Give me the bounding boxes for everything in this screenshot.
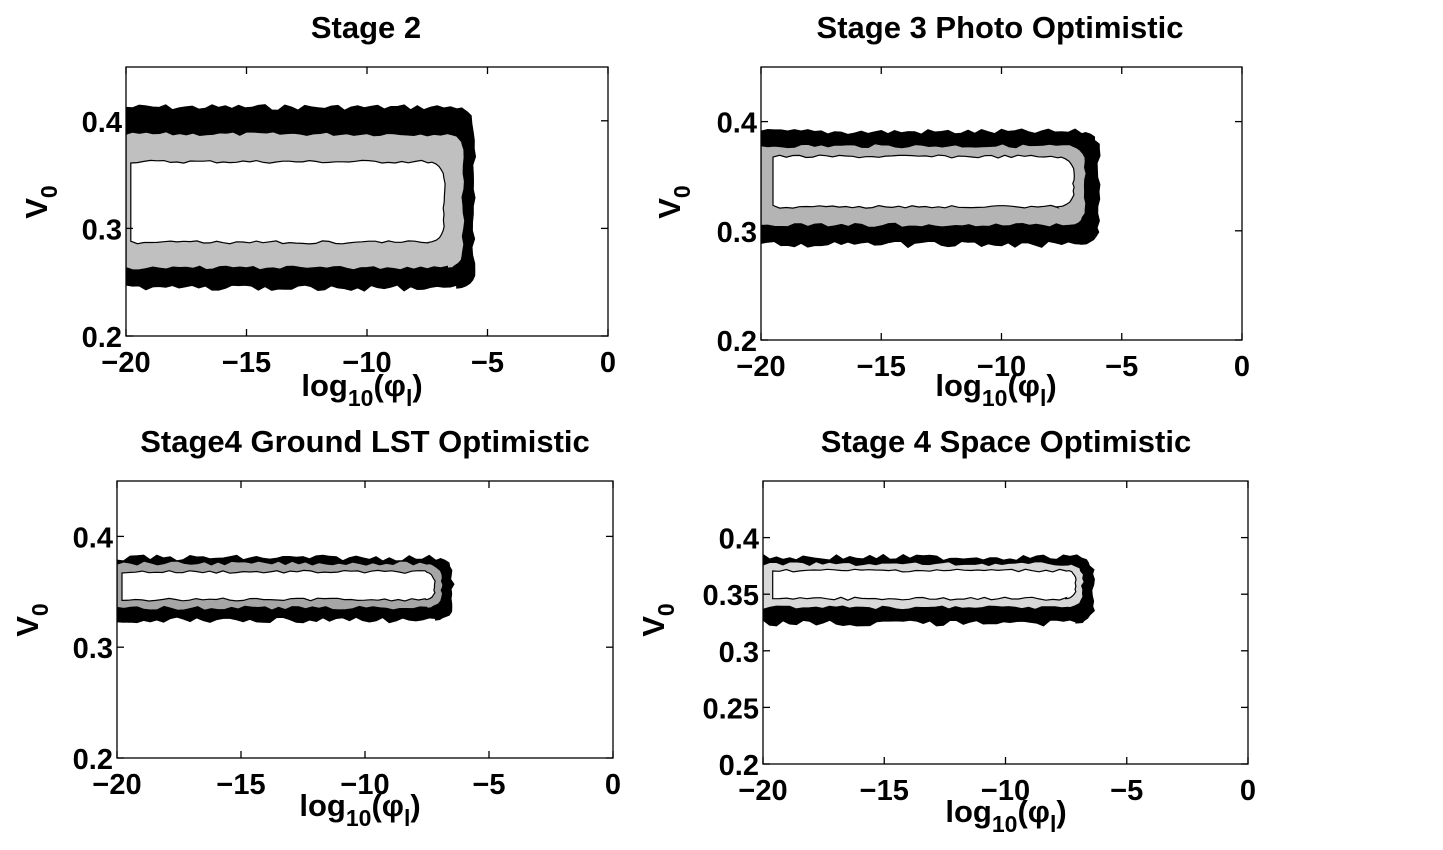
y-tick-label: 0.25 (703, 693, 759, 725)
contour-inner (121, 569, 436, 602)
y-tick-label: 0.2 (719, 750, 759, 782)
panel-stage-3-photo-optimistic: Stage 3 Photo Optimistic −20 −15 −10 −5 0 0.… (652, 10, 1250, 411)
panel-stage-2: Stage 2 −20 −15 −10 −5 0 0.20.30.4 log10(φl)… (19, 10, 616, 411)
panel-title: Stage 3 Photo Optimistic (817, 10, 1184, 45)
y-tick-label: 0.35 (703, 580, 759, 612)
axis-mask (733, 481, 763, 764)
panel-title: Stage 4 Space Optimistic (821, 424, 1191, 459)
y-axis: 0.2 0.25 0.3 0.35 0.4 (703, 524, 1248, 782)
x-tick-label: 0 (605, 769, 621, 801)
contour-inner (772, 568, 1077, 601)
y-axis-label: V0 (10, 603, 53, 636)
x-tick-label: −20 (101, 347, 150, 379)
y-tick-label: 0.4 (719, 524, 759, 556)
y-tick-label: 0.3 (717, 217, 757, 249)
axis-mask (731, 67, 761, 340)
x-tick-label: −15 (857, 351, 906, 383)
y-tick-label: 0.4 (73, 522, 113, 554)
x-axis: −20 −15 −10 −5 0 (738, 481, 1256, 807)
x-tick-label: −10 (981, 775, 1030, 807)
y-tick-label: 0.3 (82, 214, 122, 246)
axis-mask (96, 67, 126, 336)
x-tick-label: 0 (1240, 775, 1256, 807)
y-tick-label: 0.2 (82, 322, 122, 354)
panel-stage-4-space-optimistic: Stage 4 Space Optimistic −20 −15 −10 −5 0 0.… (636, 424, 1256, 837)
x-tick-label: −10 (342, 347, 391, 379)
x-tick-label: −20 (736, 351, 785, 383)
panel-stage4-ground-lst-optimistic: Stage4 Ground LST Optimistic −20 −15 −10 −5… (10, 424, 621, 831)
y-tick-label: 0.3 (73, 633, 113, 665)
y-axis-label: V0 (652, 185, 695, 218)
y-tick-label: 0.2 (717, 326, 757, 358)
contour-inner (772, 154, 1075, 209)
y-axis-label: V0 (19, 185, 62, 218)
y-axis: 0.2 0.3 0.4 (82, 107, 608, 354)
y-axis: 0.2 0.3 0.4 (717, 108, 1242, 358)
y-tick-label: 0.4 (82, 107, 122, 139)
x-axis: −20 −15 −10 −5 0 (92, 481, 621, 801)
x-axis: −20 −15 −10 −5 0 (736, 67, 1250, 383)
x-tick-label: −10 (340, 769, 389, 801)
contour-layer (87, 481, 455, 758)
x-tick-label: −10 (977, 351, 1026, 383)
axis-mask (87, 481, 117, 758)
x-tick-label: −5 (471, 347, 504, 379)
y-tick-label: 0.4 (717, 108, 757, 140)
y-tick-label: 0.3 (719, 637, 759, 669)
x-tick-label: −15 (222, 347, 271, 379)
y-tick-label: 0.2 (73, 744, 113, 776)
y-axis: 0.2 0.3 0.4 (73, 522, 613, 776)
x-tick-label: −20 (738, 775, 787, 807)
x-tick-label: 0 (1234, 351, 1250, 383)
x-tick-label: −5 (1110, 775, 1143, 807)
contour-layer (733, 481, 1095, 764)
x-tick-label: −15 (860, 775, 909, 807)
contour-layer (96, 67, 477, 336)
x-tick-label: −15 (216, 769, 265, 801)
x-axis: −20 −15 −10 −5 0 (101, 67, 616, 379)
panel-title: Stage4 Ground LST Optimistic (140, 424, 590, 459)
contour-inner (130, 159, 446, 245)
x-tick-label: −5 (1105, 351, 1138, 383)
panel-title: Stage 2 (311, 10, 421, 45)
contour-layer (731, 67, 1101, 340)
y-axis-label: V0 (636, 603, 679, 636)
x-tick-label: −5 (472, 769, 505, 801)
x-tick-label: 0 (600, 347, 616, 379)
x-tick-label: −20 (92, 769, 141, 801)
